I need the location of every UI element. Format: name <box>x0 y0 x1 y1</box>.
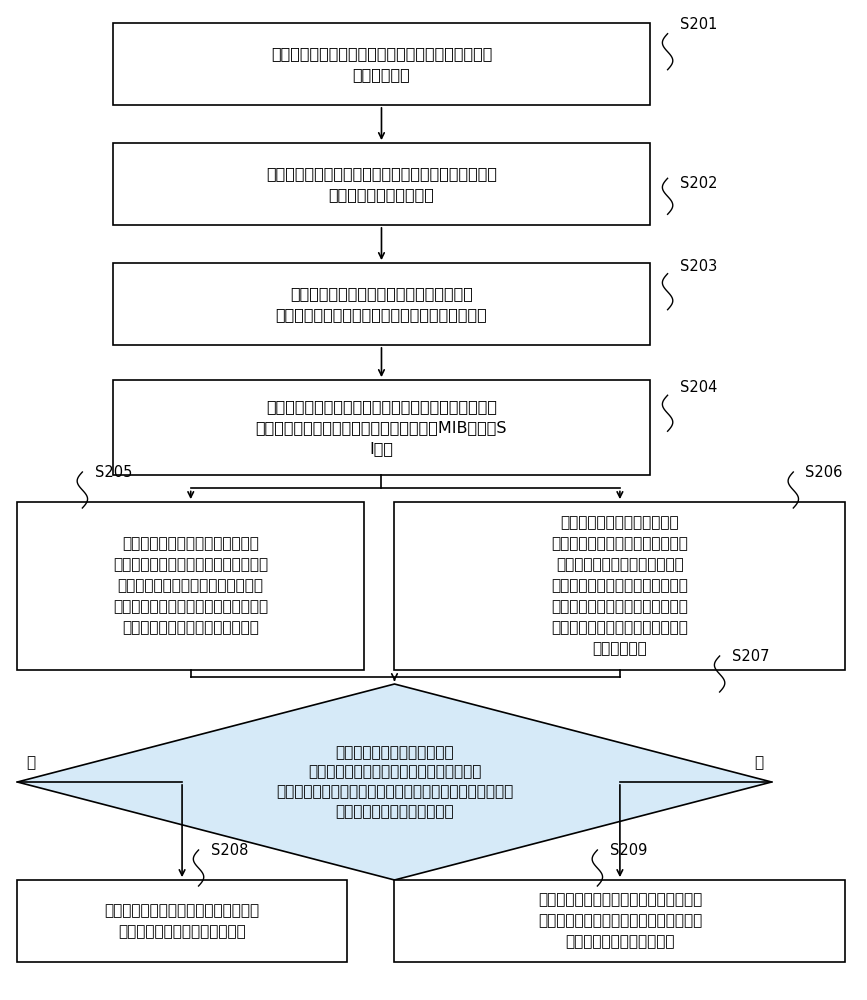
Bar <box>113 23 650 105</box>
Text: 将所述间隙分配用于第三网络的功率扫
描和小区同步以及解析系统信息: 将所述间隙分配用于第三网络的功率扫 描和小区同步以及解析系统信息 <box>105 903 259 939</box>
Text: 否: 否 <box>753 755 763 770</box>
Text: 计算所述第一网络的所述扫描同步帧的时域
位置和所述系统信息解析帧的时域位置之间的间隙: 计算所述第一网络的所述扫描同步帧的时域 位置和所述系统信息解析帧的时域位置之间的… <box>276 286 487 322</box>
Text: 获取所述第一网络的用于解析第一网络的系统信息的系
统信息解析帧的时域位置: 获取所述第一网络的用于解析第一网络的系统信息的系 统信息解析帧的时域位置 <box>266 166 497 202</box>
Text: S207: S207 <box>732 649 769 664</box>
Bar <box>394 880 845 962</box>
Bar <box>17 502 364 670</box>
Text: S208: S208 <box>211 843 248 858</box>
Text: 获取所述第二网络的间隙，以分配所述第
二网络的间隙用于第三网络的功率扫描和
小区同步以及解调系统信息: 获取所述第二网络的间隙，以分配所述第 二网络的间隙用于第三网络的功率扫描和 小区… <box>538 892 702 950</box>
Polygon shape <box>17 684 772 880</box>
Bar <box>113 263 650 345</box>
Bar <box>113 380 650 475</box>
Text: 所述第一网络的所述扫描同步
帧的时域位置和所述系统信息解析帧的时域
位置之间的所述间隙是否大于第二网络用于功率扫描和小区
同步以及解析系统信息的时间: 所述第一网络的所述扫描同步 帧的时域位置和所述系统信息解析帧的时域 位置之间的所… <box>276 745 513 819</box>
Text: S206: S206 <box>805 465 843 480</box>
Text: 将所述间隙转换为所述第一网
络和第二网络都能识别的公共时钟
的时域位置信息列表上报到协议
栈，所述协议栈将所述时域位置信
息列表发送给所述第二网络，所述
第二网: 将所述间隙转换为所述第一网 络和第二网络都能识别的公共时钟 的时域位置信息列表上… <box>551 516 688 656</box>
Bar <box>113 143 650 225</box>
Text: 分配所述间隙用于至少一个其它网络的功率扫描和小区
同步以及解析系统信息，所述系统信息包括MIB信息和S
I信息: 分配所述间隙用于至少一个其它网络的功率扫描和小区 同步以及解析系统信息，所述系统… <box>256 399 507 456</box>
Text: S202: S202 <box>680 176 717 191</box>
Text: S209: S209 <box>610 843 647 858</box>
Text: 将所述第一网络的间隙转换为所述
第一网络和第二网络都能识别的公共时
钟的时域位置信息列表存储在存储器
中，所述第二网络访问所述存储器中的
时域位置信息列表以获得: 将所述第一网络的间隙转换为所述 第一网络和第二网络都能识别的公共时 钟的时域位置… <box>114 536 268 636</box>
Text: 获取第一网络的用于功率扫描和小区同步的扫描同步
帧的时域位置: 获取第一网络的用于功率扫描和小区同步的扫描同步 帧的时域位置 <box>271 46 492 82</box>
Text: S201: S201 <box>680 17 717 32</box>
Text: S204: S204 <box>680 380 717 395</box>
Text: S203: S203 <box>680 259 717 274</box>
Text: S205: S205 <box>95 465 132 480</box>
Bar <box>394 502 845 670</box>
Text: 是: 是 <box>26 755 36 770</box>
Bar <box>17 880 347 962</box>
